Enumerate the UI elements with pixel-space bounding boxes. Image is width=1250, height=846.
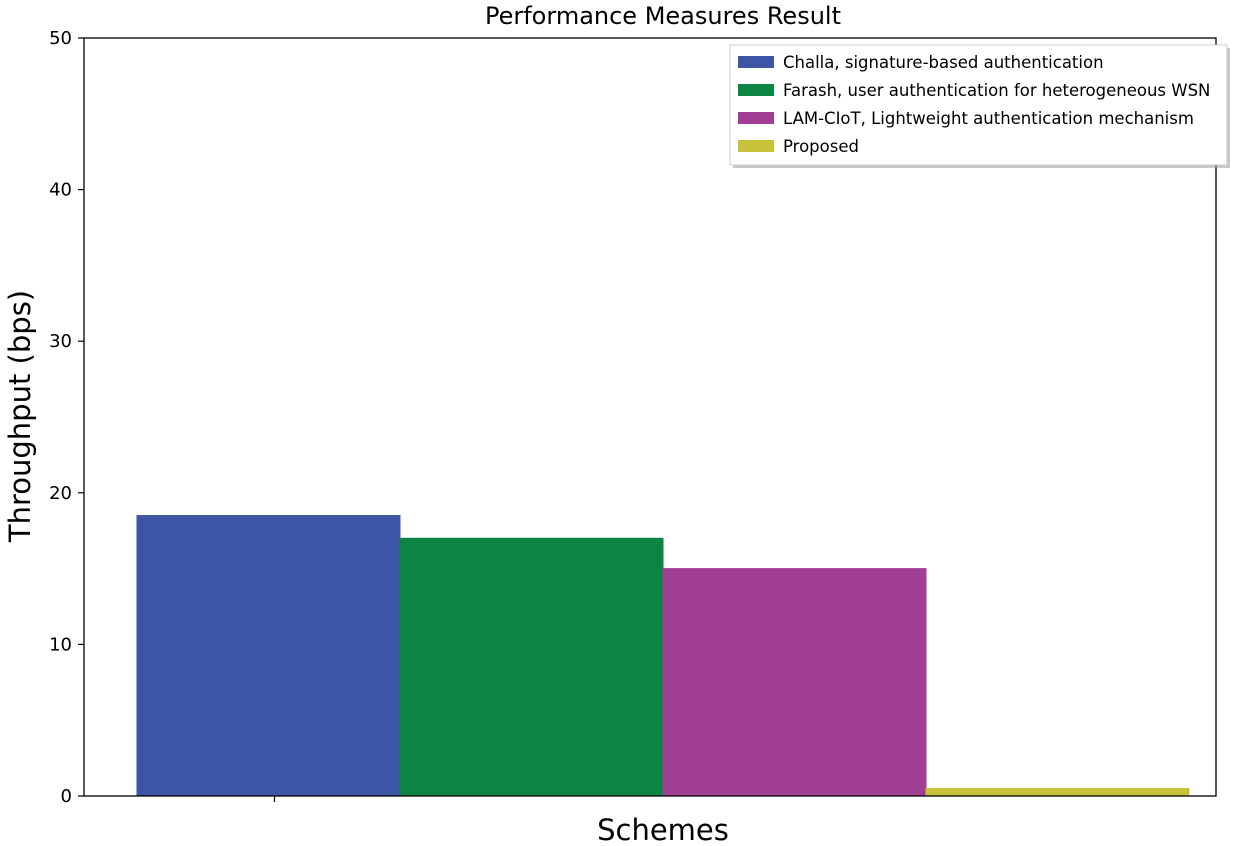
legend: Challa, signature-based authentication Fa… — [729, 44, 1230, 168]
bar-2 — [399, 537, 664, 797]
bar-1 — [136, 515, 401, 797]
bar-3 — [662, 568, 927, 797]
y-tick-label: 20 — [49, 483, 72, 504]
chart-title: Performance Measures Result — [485, 2, 841, 30]
plot-frame — [83, 37, 1217, 797]
legend-label-1: Challa, signature-based authentication — [783, 53, 1104, 72]
y-tick-label: 50 — [49, 28, 72, 49]
legend-label-2: Farash, user authentication for heteroge… — [783, 81, 1210, 100]
legend-label-4: Proposed — [783, 137, 859, 156]
legend-swatch-4 — [738, 140, 774, 152]
y-tick-label: 40 — [49, 180, 72, 201]
y-axis-label: Throughput (bps) — [3, 290, 37, 543]
bar-4 — [925, 787, 1190, 797]
y-tick-label: 0 — [61, 786, 72, 807]
legend-swatch-2 — [738, 84, 774, 96]
x-axis-label: Schemes — [597, 813, 729, 846]
bars-group — [136, 515, 1190, 797]
y-axis: 0 10 20 30 40 50 — [49, 28, 84, 807]
legend-swatch-1 — [738, 56, 774, 68]
legend-label-3: LAM-CIoT, Lightweight authentication mec… — [783, 109, 1194, 128]
y-tick-label: 10 — [49, 634, 72, 655]
legend-box — [729, 44, 1228, 166]
legend-swatch-3 — [738, 112, 774, 124]
y-tick-label: 30 — [49, 331, 72, 352]
